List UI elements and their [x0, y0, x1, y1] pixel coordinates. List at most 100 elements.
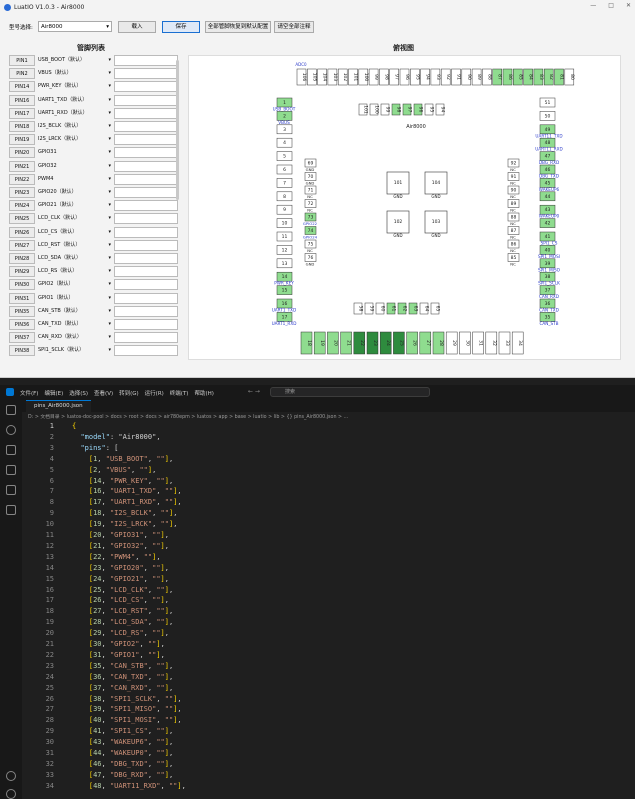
bottom-pin[interactable]	[432, 331, 445, 355]
code-line[interactable]: 23 [35, "CAN_STB", ""],	[22, 661, 635, 672]
left-pin[interactable]	[276, 231, 293, 242]
code-line[interactable]: 10 [19, "I2S_LRCK", ""],	[22, 519, 635, 530]
pin-note-input[interactable]	[114, 187, 178, 198]
pin-note-input[interactable]	[114, 121, 178, 132]
pin-function-select[interactable]: LCD_SDA（默认）	[38, 253, 111, 264]
code-line[interactable]: 1{	[22, 421, 635, 432]
left-pin[interactable]	[276, 164, 293, 175]
top-pin[interactable]	[533, 68, 544, 86]
right-pin[interactable]	[539, 124, 556, 135]
bottom-pin[interactable]	[459, 331, 471, 355]
menu-item[interactable]: 选择(S)	[69, 391, 89, 397]
right-pin[interactable]	[539, 312, 556, 322]
top-pin[interactable]	[307, 68, 317, 86]
pin-function-select[interactable]: VBUS（默认）	[38, 68, 111, 79]
pin-note-input[interactable]	[114, 305, 178, 317]
pin-list-scrollbar[interactable]	[176, 60, 179, 200]
inner-right-pin[interactable]	[507, 212, 520, 222]
inner-right-pin[interactable]	[507, 226, 520, 235]
pin-function-select[interactable]: GPIO20（默认）	[38, 187, 111, 198]
code-line[interactable]: 33 [47, "DBG_RXD", ""],	[22, 770, 635, 781]
left-pin[interactable]	[276, 97, 293, 108]
pin-function-select[interactable]: UART1_TXD（默认）	[38, 95, 111, 106]
top-pin[interactable]	[420, 68, 430, 86]
code-line[interactable]: 30 [43, "WAKEUP6", ""],	[22, 737, 635, 748]
inner-bottom-pin[interactable]	[364, 302, 374, 315]
top-pin[interactable]	[410, 68, 420, 86]
code-line[interactable]: 11 [20, "GPIO31", ""],	[22, 530, 635, 541]
top-pin[interactable]	[461, 68, 472, 86]
right-pin[interactable]	[539, 178, 556, 188]
right-pin[interactable]	[539, 245, 556, 255]
right-pin[interactable]	[539, 164, 556, 175]
inner-bottom-pin[interactable]	[419, 302, 429, 315]
top-pin[interactable]	[337, 68, 348, 86]
pin-note-input[interactable]	[114, 68, 178, 80]
inner-top-pin[interactable]	[391, 103, 401, 116]
top-pin[interactable]	[358, 68, 369, 86]
code-line[interactable]: 14 [23, "GPIO20", ""],	[22, 563, 635, 574]
code-line[interactable]: 31 [44, "WAKEUP0", ""],	[22, 748, 635, 759]
source-control-icon[interactable]	[6, 445, 16, 455]
code-line[interactable]: 7 [16, "UART1_TXD", ""],	[22, 486, 635, 497]
left-pin[interactable]	[276, 245, 293, 255]
inner-top-pin[interactable]	[424, 103, 434, 116]
top-pin[interactable]	[317, 68, 327, 86]
code-line[interactable]: 32 [46, "DBG_TXD", ""],	[22, 759, 635, 770]
tab-pins-json[interactable]: pins_Air8000.json	[26, 400, 91, 412]
bottom-pin[interactable]	[327, 331, 339, 355]
code-line[interactable]: 16 [25, "LCD_CLK", ""],	[22, 585, 635, 596]
menu-item[interactable]: 文件(F)	[20, 391, 39, 397]
pin-note-input[interactable]	[114, 266, 178, 278]
pin-function-select[interactable]: LCD_RS（默认）	[38, 266, 111, 277]
top-pin[interactable]	[502, 68, 513, 86]
gear-icon[interactable]	[6, 789, 16, 799]
top-pin[interactable]	[379, 68, 389, 86]
run-debug-icon[interactable]	[6, 465, 16, 475]
explorer-icon[interactable]	[6, 405, 16, 415]
menu-item[interactable]: 编辑(E)	[44, 391, 64, 397]
pin-function-select[interactable]: LCD_CLK（默认）	[38, 213, 111, 224]
inner-top-pin[interactable]	[380, 103, 390, 116]
inner-bottom-pin[interactable]	[375, 302, 385, 315]
bottom-pin[interactable]	[366, 331, 379, 355]
pin-function-select[interactable]: SPI1_SCLK（默认）	[38, 345, 111, 356]
code-line[interactable]: 13 [22, "PWM4", ""],	[22, 552, 635, 563]
pin-note-input[interactable]	[114, 200, 178, 212]
top-pin[interactable]	[513, 68, 523, 86]
pin-note-input[interactable]	[114, 134, 178, 146]
left-pin[interactable]	[276, 285, 293, 295]
pin-function-select[interactable]: USB_BOOT（默认）	[38, 55, 111, 66]
right-pin[interactable]	[539, 218, 556, 228]
top-pin[interactable]	[296, 68, 307, 86]
left-pin[interactable]	[276, 218, 293, 228]
left-pin[interactable]	[276, 111, 293, 121]
search-icon[interactable]	[6, 425, 16, 435]
inner-bottom-pin[interactable]	[430, 302, 440, 315]
left-pin[interactable]	[276, 204, 293, 215]
close-button[interactable]: ✕	[625, 2, 631, 9]
inner-top-pin[interactable]	[369, 103, 379, 116]
right-pin[interactable]	[539, 285, 556, 295]
bottom-pin[interactable]	[313, 331, 326, 355]
inner-bottom-pin[interactable]	[397, 302, 407, 315]
left-pin[interactable]	[276, 178, 293, 188]
pin-note-input[interactable]	[114, 292, 178, 304]
code-line[interactable]: 6 [14, "PWR_KEY", ""],	[22, 476, 635, 487]
pin-function-select[interactable]: GPIO32	[38, 161, 111, 172]
bottom-pin[interactable]	[511, 331, 524, 355]
inner-bottom-pin[interactable]	[353, 302, 363, 315]
pin-note-input[interactable]	[114, 319, 178, 330]
left-pin[interactable]	[276, 151, 293, 161]
code-line[interactable]: 22 [31, "GPIO1", ""],	[22, 650, 635, 661]
pin-note-input[interactable]	[114, 81, 178, 93]
pin-function-select[interactable]: GPIO31	[38, 147, 111, 158]
right-pin[interactable]	[539, 231, 556, 242]
top-pin[interactable]	[430, 68, 441, 86]
inner-right-pin[interactable]	[507, 239, 520, 249]
inner-left-pin[interactable]	[304, 158, 317, 168]
pin-note-input[interactable]	[114, 147, 178, 159]
right-pin[interactable]	[539, 97, 556, 108]
inner-right-pin[interactable]	[507, 158, 520, 168]
inner-left-pin[interactable]	[304, 239, 317, 249]
